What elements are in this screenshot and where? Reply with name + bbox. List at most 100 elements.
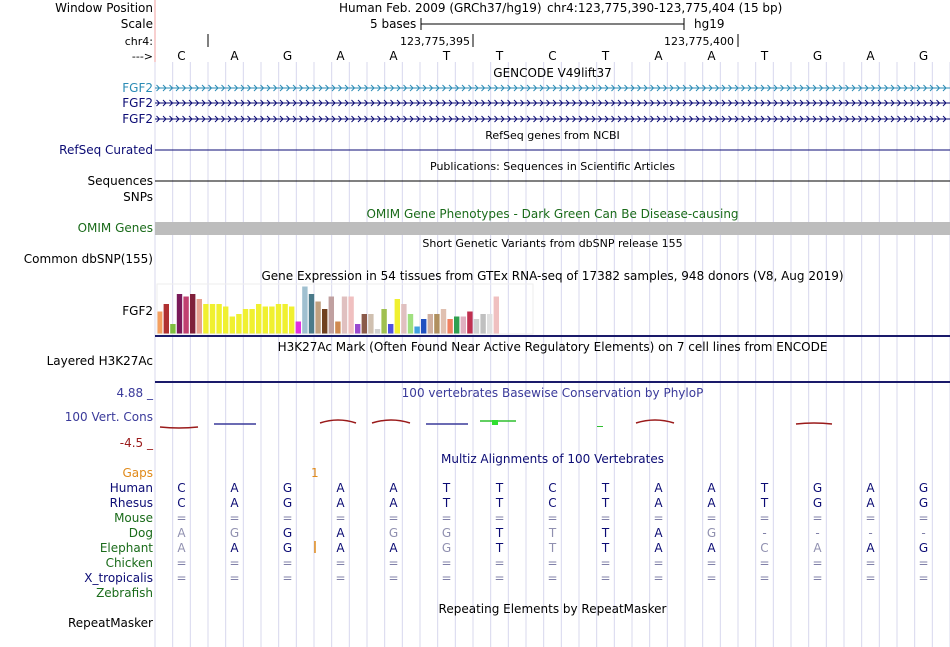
alignment-base: = (706, 556, 717, 570)
phylop-highlight (492, 420, 498, 425)
alignment-base: - (868, 526, 873, 540)
gtex-bar (315, 301, 321, 334)
alignment-base: T (495, 481, 504, 495)
alignment-base: G (706, 526, 717, 540)
alignment-base: A (177, 526, 186, 540)
alignment-base: A (230, 496, 239, 510)
gencode-item-3[interactable]: FGF2 (122, 112, 153, 126)
gtex-bar (493, 296, 499, 334)
coord-right: 123,775,400 (664, 35, 734, 48)
alignment-base: - (762, 526, 767, 540)
alignment-base: G (388, 526, 399, 540)
alignment-base: = (335, 556, 346, 570)
species-label-dog[interactable]: Dog (128, 526, 153, 540)
alignment-base: G (918, 481, 929, 495)
sequences-label[interactable]: Sequences (87, 174, 153, 188)
sequence-base: C (177, 49, 186, 63)
sequence-base: T (495, 49, 504, 63)
alignment-base: = (494, 571, 505, 585)
alignment-base: G (918, 496, 929, 510)
species-label-chicken[interactable]: Chicken (105, 556, 153, 570)
species-label-elephant[interactable]: Elephant (99, 541, 153, 555)
sequence-base: T (442, 49, 451, 63)
alignment-base: G (282, 496, 293, 510)
gtex-bar (295, 321, 301, 334)
alignment-base: T (601, 481, 610, 495)
alignment-base: = (759, 571, 770, 585)
phylop-small (597, 426, 603, 427)
phylop-min-label: -4.5 _ (119, 436, 153, 450)
omim-label[interactable]: OMIM Genes (77, 221, 153, 235)
alignment-base: = (706, 571, 717, 585)
alignment-base: G (229, 526, 240, 540)
gtex-bar (473, 319, 480, 334)
h3k27ac-title: H3K27Ac Mark (Often Found Near Active Re… (277, 340, 828, 354)
gtex-bar (388, 324, 394, 334)
gtex-bar (374, 329, 381, 334)
alignment-base: = (547, 556, 558, 570)
db-text: hg19 (694, 17, 725, 31)
gtex-bar (348, 296, 354, 334)
position-text[interactable]: chr4:123,775,390-123,775,404 (15 bp) (547, 1, 783, 15)
refseq-title: RefSeq genes from NCBI (485, 129, 620, 142)
sequence-base: A (707, 49, 716, 63)
species-label-zebrafish[interactable]: Zebrafish (96, 586, 153, 600)
gtex-bar (394, 299, 400, 334)
gtex-bar (487, 314, 493, 334)
gaps-label[interactable]: Gaps (122, 466, 153, 480)
gtex-bar (322, 309, 328, 334)
dbsnp-label[interactable]: Common dbSNP(155) (23, 252, 153, 266)
gtex-bar (355, 324, 361, 334)
assembly-text: Human Feb. 2009 (GRCh37/hg19) (339, 1, 542, 15)
alignment-base: = (812, 571, 823, 585)
alignment-base: = (706, 511, 717, 525)
snps-label[interactable]: SNPs (123, 190, 153, 204)
species-label-mouse[interactable]: Mouse (114, 511, 153, 525)
alignment-base: = (865, 511, 876, 525)
alignment-base: = (282, 571, 293, 585)
sequence-base: A (336, 49, 345, 63)
gtex-bar (269, 306, 275, 334)
alignment-base: = (547, 571, 558, 585)
alignment-base: T (760, 481, 769, 495)
publications-title: Publications: Sequences in Scientific Ar… (430, 160, 675, 173)
gtex-bar (427, 314, 433, 334)
gtex-bar (368, 314, 374, 334)
alignment-base: = (812, 556, 823, 570)
species-label-human[interactable]: Human (109, 481, 153, 495)
alignment-base: G (441, 526, 452, 540)
alignment-base: T (442, 496, 451, 510)
gencode-item-1[interactable]: FGF2 (122, 81, 153, 95)
phylop-score-glyph (319, 419, 357, 424)
alignment-base: = (176, 556, 187, 570)
gtex-label[interactable]: FGF2 (122, 304, 153, 318)
gtex-bar (447, 319, 453, 334)
gencode-item-2[interactable]: FGF2 (122, 96, 153, 110)
refseq-label[interactable]: RefSeq Curated (59, 143, 153, 157)
species-label-x_tropicalis[interactable]: X_tropicalis (84, 571, 153, 585)
gtex-bar (341, 296, 348, 334)
alignment-base: = (335, 511, 346, 525)
alignment-base: T (495, 496, 504, 510)
gtex-bar (335, 321, 341, 334)
gtex-frame (156, 283, 534, 335)
sequence-base: G (282, 49, 293, 63)
gtex-bar (196, 299, 202, 334)
gtex-bar (157, 311, 163, 334)
alignment-base: A (654, 496, 663, 510)
alignment-base: A (654, 526, 663, 540)
gtex-bar (170, 324, 176, 334)
species-label-rhesus[interactable]: Rhesus (109, 496, 153, 510)
omim-bar (155, 222, 950, 235)
phylop-label[interactable]: 100 Vert. Cons (64, 410, 153, 424)
alignment-base: = (494, 511, 505, 525)
gtex-bar (381, 309, 387, 334)
alignment-base: = (441, 511, 452, 525)
chrom-label: chr4: (124, 35, 153, 48)
sequence-base: A (654, 49, 663, 63)
h3k27ac-label[interactable]: Layered H3K27Ac (46, 354, 153, 368)
phylop-title: 100 vertebrates Basewise Conservation by… (401, 386, 704, 400)
repeatmasker-label[interactable]: RepeatMasker (67, 616, 153, 630)
alignment-base: = (865, 571, 876, 585)
